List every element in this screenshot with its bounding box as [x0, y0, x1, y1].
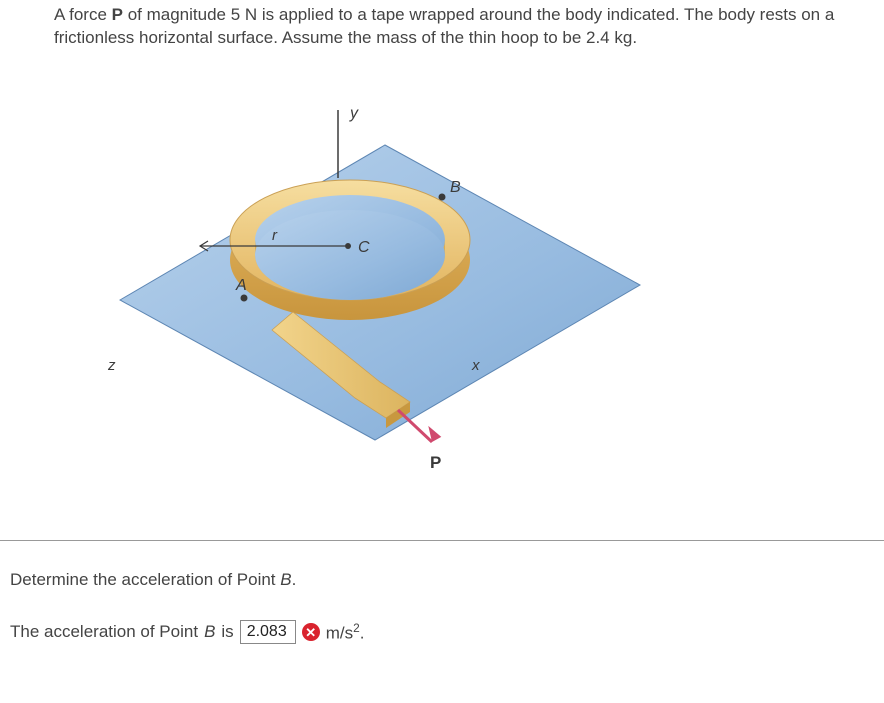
- answer-point: B: [204, 622, 215, 642]
- answer-pre: The acceleration of Point: [10, 622, 198, 642]
- force-arrow-head: [425, 426, 443, 444]
- point-c-dot: [345, 243, 351, 249]
- answer-row: The acceleration of Point B is ✕ m/s2.: [10, 620, 364, 644]
- figure-svg: y r C A B x z P: [80, 80, 680, 480]
- a-label: A: [235, 277, 247, 294]
- problem-statement: A force P of magnitude 5 N is applied to…: [0, 0, 884, 50]
- question-post: .: [292, 570, 297, 589]
- point-b-dot: [439, 193, 446, 200]
- question-point: B: [280, 570, 291, 589]
- y-label: y: [349, 105, 359, 122]
- point-a-dot: [241, 294, 248, 301]
- question-prompt: Determine the acceleration of Point B.: [10, 570, 296, 590]
- incorrect-icon: ✕: [302, 623, 320, 641]
- hoop-hole-floor: [255, 210, 445, 300]
- c-label: C: [358, 239, 370, 256]
- divider: [0, 540, 884, 541]
- z-label: z: [107, 357, 116, 374]
- answer-mid: is: [221, 622, 233, 642]
- p-label: P: [430, 453, 441, 472]
- problem-text-post: of magnitude 5 N is applied to a tape wr…: [54, 5, 834, 47]
- unit-post: .: [360, 623, 365, 642]
- b-label: B: [450, 179, 461, 196]
- force-symbol: P: [112, 5, 123, 24]
- figure: y r C A B x z P: [80, 80, 680, 480]
- question-pre: Determine the acceleration of Point: [10, 570, 280, 589]
- unit-exp: 2: [353, 621, 360, 635]
- problem-text-pre: A force: [54, 5, 112, 24]
- answer-unit: m/s2.: [326, 621, 365, 644]
- unit-base: m/s: [326, 623, 353, 642]
- answer-input[interactable]: [240, 620, 296, 644]
- x-label: x: [471, 357, 480, 374]
